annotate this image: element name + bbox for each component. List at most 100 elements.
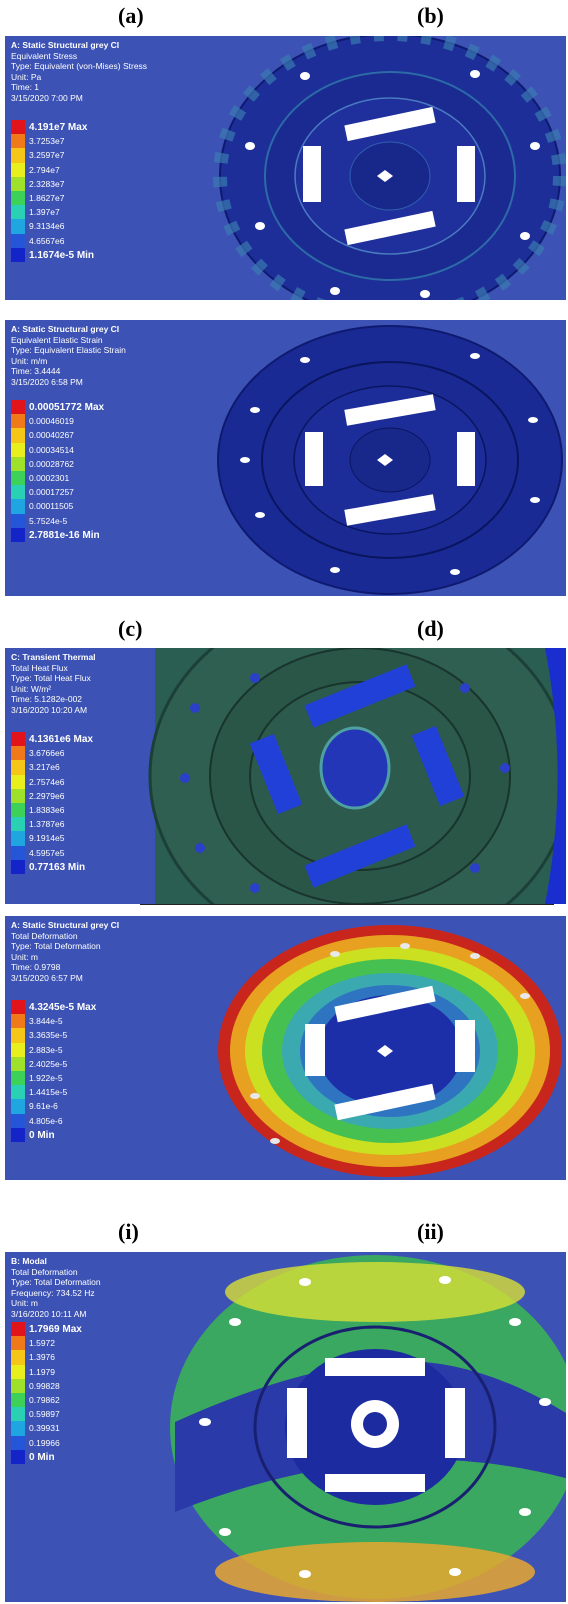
info-line: Equivalent Elastic Strain (11, 334, 103, 345)
legend-row: 2.7881e-16 Min (11, 527, 104, 542)
info-line: 3/16/2020 10:11 AM (11, 1308, 87, 1319)
legend-row: 3.3635e-5 (11, 1028, 96, 1043)
info-block: B: Modal Total Deformation Type: Total D… (11, 1256, 101, 1319)
legend-swatch (11, 1364, 25, 1379)
legend-row: 4.1361e6 Max (11, 732, 93, 747)
legend-value: 2.7881e-16 Min (29, 529, 100, 541)
legend-row: 0.59897 (11, 1407, 82, 1422)
legend-value: 3.2597e7 (29, 150, 65, 161)
legend-value: 2.3283e7 (29, 178, 65, 189)
analysis-title: A: Static Structural grey CI (11, 324, 120, 334)
caption-c: (c) (118, 616, 143, 641)
legend-row: 3.844e-5 (11, 1014, 96, 1029)
legend-value: 2.2979e6 (29, 790, 65, 801)
legend-value: 1.1674e-5 Min (29, 249, 95, 261)
stress-disc-render (213, 36, 566, 300)
legend-value: 0.00051772 Max (29, 402, 105, 413)
legend-value: 1.5972 (29, 1338, 55, 1349)
info-line: Total Deformation (11, 1266, 78, 1277)
legend-row: 0.39931 (11, 1421, 82, 1436)
legend-row: 0.00011505 (11, 499, 104, 514)
legend-value: 1.1979 (29, 1366, 55, 1377)
legend-value: 4.3245e-5 Max (29, 1002, 97, 1013)
info-line: Frequency: 734.52 Hz (11, 1287, 95, 1298)
legend-row: 9.1914e5 (11, 831, 93, 846)
legend-value: 9.3134e6 (29, 221, 65, 232)
info-line: 3/15/2020 6:58 PM (11, 376, 83, 387)
legend-value: 4.5957e5 (29, 847, 65, 858)
legend-row: 3.2597e7 (11, 148, 94, 163)
legend-swatch (11, 428, 25, 443)
legend-value: 5.7524e-5 (29, 515, 68, 526)
legend-row: 4.5957e5 (11, 845, 93, 860)
legend-value: 0.00040267 (29, 430, 74, 441)
legend-row: 3.6766e6 (11, 746, 93, 761)
legend-value: 1.922e-5 (29, 1072, 63, 1083)
legend-value: 0.00034514 (29, 444, 74, 455)
color-legend: 4.3245e-5 Max 3.844e-5 3.3635e-5 2.883e-5 2.… (11, 1000, 96, 1142)
legend-value: 0.0002301 (29, 472, 70, 483)
legend-swatch (11, 1421, 25, 1436)
legend-row: 1.8383e6 (11, 802, 93, 818)
legend-row: 1.8627e7 (11, 190, 94, 206)
legend-swatch (11, 1322, 25, 1337)
legend-swatch (11, 831, 25, 846)
color-legend: 1.7969 Max 1.5972 1.3976 1.1979 0.99828 0.798… (11, 1322, 82, 1464)
analysis-title: A: Static Structural grey CI (11, 40, 120, 50)
legend-swatch (11, 802, 25, 818)
caption-ii: (ii) (417, 1219, 444, 1244)
panel-equivalent-stress: A: Static Structural grey CI Equivalent … (5, 36, 566, 300)
legend-value: 1.8627e7 (29, 192, 65, 203)
legend-row: 9.61e-6 (11, 1099, 96, 1114)
legend-value: 0.77163 Min (29, 861, 86, 873)
legend-row: 3.217e6 (11, 760, 93, 775)
legend-row: 1.922e-5 (11, 1070, 96, 1086)
legend-row: 2.794e7 (11, 162, 94, 177)
legend-swatch (11, 205, 25, 220)
legend-swatch (11, 788, 25, 803)
legend-swatch (11, 746, 25, 761)
legend-row: 4.6567e6 (11, 233, 94, 248)
legend-row: 0.77163 Min (11, 859, 93, 874)
legend-value: 0 Min (29, 1451, 55, 1463)
panel-total-deformation: A: Static Structural grey CI Total Defor… (5, 916, 566, 1180)
legend-swatch (11, 470, 25, 486)
legend-value: 3.6766e6 (29, 748, 65, 759)
legend-row: 0.19966 (11, 1435, 82, 1450)
info-line: 3/16/2020 10:20 AM (11, 704, 88, 715)
legend-swatch (11, 485, 25, 500)
legend-swatch (11, 400, 25, 415)
legend-value: 1.3976 (29, 1352, 55, 1363)
info-line: Time: 0.9798 (11, 962, 61, 972)
legend-swatch (11, 233, 25, 248)
legend-row: 1.7969 Max (11, 1322, 82, 1337)
divider-line (140, 904, 554, 905)
legend-value: 1.4415e-5 (29, 1087, 68, 1098)
legend-swatch (11, 817, 25, 832)
legend-swatch (11, 162, 25, 177)
info-line: Type: Total Deformation (11, 1277, 101, 1287)
legend-swatch (11, 499, 25, 514)
panel-heat-flux: C: Transient Thermal Total Heat Flux Typ… (5, 648, 566, 904)
legend-value: 0.99828 (29, 1380, 60, 1391)
legend-row: 0 Min (11, 1127, 96, 1142)
legend-value: 0.39931 (29, 1423, 60, 1434)
legend-value: 3.844e-5 (29, 1016, 63, 1027)
legend-value: 4.6567e6 (29, 235, 65, 246)
legend-swatch (11, 1407, 25, 1422)
legend-row: 0.00051772 Max (11, 400, 105, 415)
info-line: Type: Equivalent (von-Mises) Stress (11, 61, 148, 71)
legend-row: 0.79862 (11, 1392, 82, 1408)
legend-row: 2.4025e-5 (11, 1056, 96, 1071)
legend-value: 0.79862 (29, 1394, 60, 1405)
legend-swatch (11, 442, 25, 457)
info-block: A: Static Structural grey CI Equivalent … (11, 40, 147, 103)
legend-swatch (11, 760, 25, 775)
legend-swatch (11, 1042, 25, 1057)
info-line: Time: 3.4444 (11, 366, 61, 376)
legend-swatch (11, 1113, 25, 1128)
legend-row: 2.2979e6 (11, 788, 93, 803)
info-line: Unit: Pa (11, 71, 42, 82)
legend-swatch (11, 774, 25, 789)
legend-swatch (11, 513, 25, 528)
